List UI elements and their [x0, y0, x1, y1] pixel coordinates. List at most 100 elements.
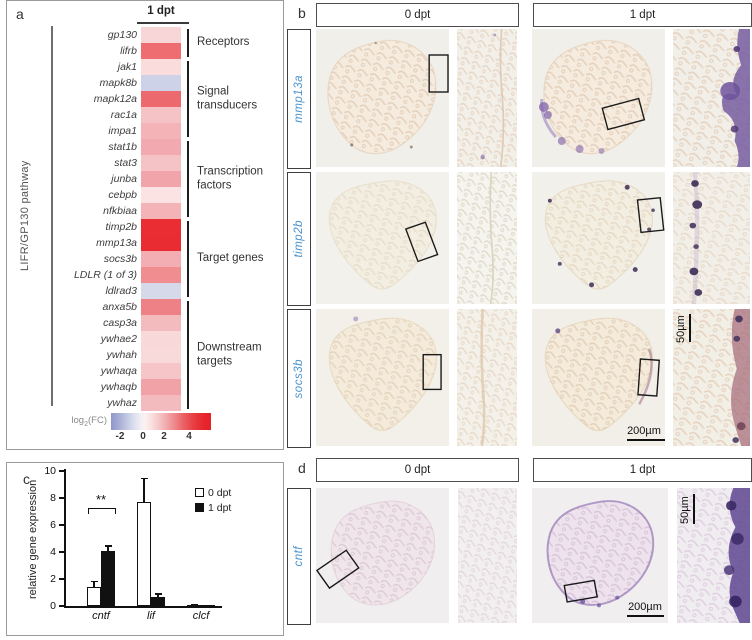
error-bar-cap [90, 581, 98, 583]
gene-name: jak1 [117, 61, 137, 73]
row-label-mmp13a: mmp13a [287, 29, 311, 169]
colorbar-tick: -2 [115, 431, 125, 442]
gene-row: ywhae2 [7, 331, 283, 347]
colorbar-tick: 2 [161, 431, 167, 442]
error-bar-cap [190, 603, 198, 606]
inset-image-timp2b-1dpt [673, 172, 750, 304]
gene-name: anxa5b [102, 301, 137, 313]
gene-row: stat3 [7, 155, 283, 171]
gene-name: ywhaqb [100, 381, 137, 393]
gene-name: junba [111, 173, 137, 185]
panel-c-letter: c [23, 471, 30, 487]
legend-label: 1 dpt [208, 501, 232, 514]
colorbar-gradient [111, 413, 211, 430]
bar-lif-1dpt [151, 597, 165, 606]
gene-name: ywhah [106, 349, 137, 361]
legend-swatch-white [195, 488, 204, 497]
heatmap-cell [141, 395, 181, 411]
error-bar [143, 477, 145, 503]
heatmap-cell [141, 315, 181, 331]
scalebar-50um-line [693, 494, 695, 524]
gene-row: stat1b [7, 139, 283, 155]
heatmap-cell [141, 43, 181, 59]
group-label: Transcription factors [197, 165, 264, 191]
inset-image-mmp13a-1dpt [673, 29, 750, 167]
y-axis-line [64, 469, 66, 608]
heatmap-cell [141, 123, 181, 139]
gene-row: ywhaz [7, 395, 283, 411]
gene-row: anxa5b [7, 299, 283, 315]
gene-row: lifrb [7, 43, 283, 59]
y-tick-mark [59, 470, 64, 472]
inset-image-cntf-0dpt [458, 488, 517, 623]
gene-name: impa1 [108, 125, 137, 137]
y-tick-mark [59, 605, 64, 607]
section-image-mmp13a-1dpt [532, 29, 665, 167]
group-bracket-line [187, 221, 189, 297]
heatmap-cell [141, 171, 181, 187]
header-1dpt: 1 dpt [533, 3, 752, 27]
heatmap-cell [141, 283, 181, 299]
chart-legend: 0 dpt 1 dpt [195, 485, 231, 515]
gene-row: junba [7, 171, 283, 187]
gene-name: ywhaqa [100, 365, 137, 377]
gene-name: stat3 [114, 157, 137, 169]
heatmap-cell [141, 27, 181, 43]
y-tick-mark [59, 524, 64, 526]
gene-row: socs3b [7, 251, 283, 267]
heatmap-cell [141, 363, 181, 379]
panel-a-letter: a [16, 6, 24, 22]
inset-image-mmp13a-0dpt [457, 29, 517, 167]
gene-name: mapk12a [93, 93, 137, 105]
x-category-label: clcf [192, 610, 210, 622]
gene-row: ldlrad3 [7, 283, 283, 299]
header-1dpt-label: 1 dpt [629, 9, 656, 21]
heatmap-cell [141, 299, 181, 315]
group-bracket-line [187, 301, 189, 409]
legend-label: 0 dpt [208, 486, 232, 499]
colorbar-label-post: (FC) [88, 415, 107, 426]
gene-row: cebpb [7, 187, 283, 203]
row-label-mmp13a-text: mmp13a [293, 75, 305, 123]
gene-row: rac1a [7, 107, 283, 123]
y-tick-label: 8 [50, 492, 56, 504]
inset-image-timp2b-0dpt [457, 172, 517, 304]
heatmap-cell [141, 379, 181, 395]
colorbar-tick: 0 [140, 431, 146, 442]
gene-name: nfkbiaa [103, 205, 137, 217]
scalebar-200um-label: 200µm [627, 425, 661, 437]
x-category-label: cntf [92, 610, 110, 622]
gene-row: casp3a [7, 315, 283, 331]
bar-lif-0dpt [137, 502, 151, 606]
row-label-timp2b-text: timp2b [293, 220, 305, 258]
panel-b-letter: b [298, 5, 306, 21]
panel-d-letter: d [298, 460, 306, 476]
header-0dpt-label: 0 dpt [404, 464, 431, 476]
heatmap-rows: gp130 lifrb jak1 mapk8b mapk12a rac1a impa1 sta… [7, 27, 283, 411]
gene-name: timp2b [105, 221, 137, 233]
gene-name: ldlrad3 [105, 285, 137, 297]
colorbar-tick: 4 [186, 431, 192, 442]
section-image-socs3b-1dpt [532, 309, 665, 446]
group-label: Downstream targets [197, 341, 262, 367]
row-label-socs3b-text: socs3b [293, 358, 305, 399]
x-axis-line [64, 606, 222, 608]
gene-row: nfkbiaa [7, 203, 283, 219]
gene-name: cebpb [108, 189, 137, 201]
legend-item-0dpt: 0 dpt [195, 485, 231, 500]
error-bar [107, 545, 109, 551]
gene-name: LDLR (1 of 3) [73, 269, 137, 281]
row-label-cntf: cntf [287, 488, 311, 625]
row-label-cntf-text: cntf [293, 546, 305, 567]
scalebar-50um-label: 50µm [679, 496, 691, 524]
heatmap-cell [141, 91, 181, 107]
gene-name: ywhaz [107, 397, 137, 409]
gene-row: ywhaqa [7, 363, 283, 379]
colorbar-label-pre: log [71, 415, 85, 426]
panel-d-insitu: d 0 dpt 1 dpt cntf [283, 452, 752, 640]
inset-image-cntf-1dpt [677, 488, 750, 623]
section-image-timp2b-1dpt [532, 172, 665, 304]
group-bracket-line [187, 61, 189, 137]
y-tick-mark [59, 551, 64, 553]
significance-bracket [88, 508, 116, 514]
